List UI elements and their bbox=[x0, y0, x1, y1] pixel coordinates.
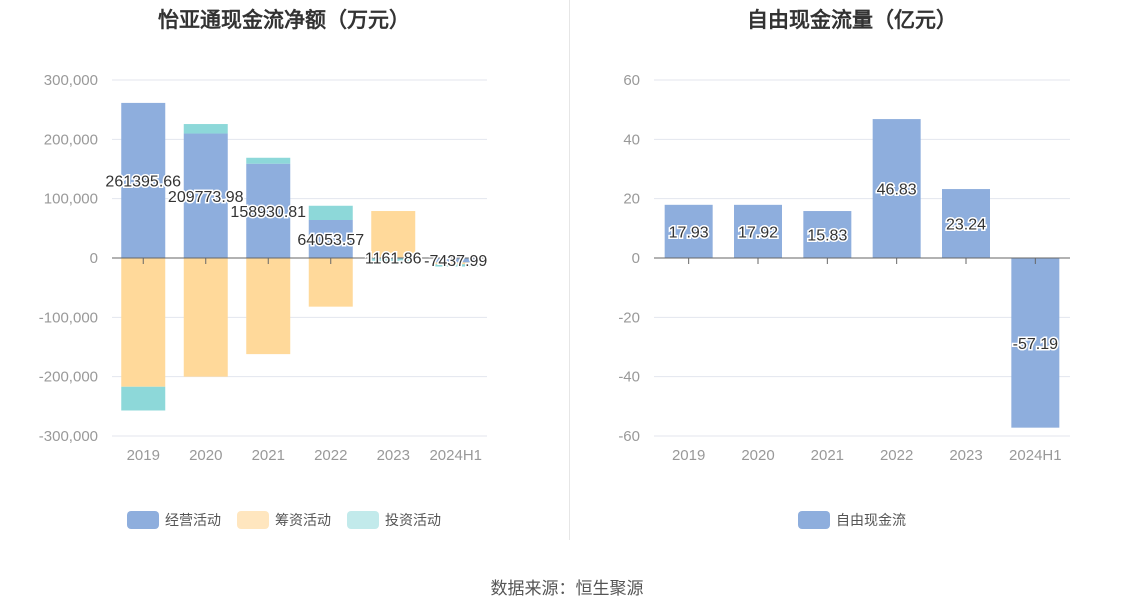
panel-divider bbox=[569, 0, 570, 540]
bar bbox=[246, 157, 291, 164]
y-tick-label: -60 bbox=[618, 428, 640, 445]
legend-item[interactable]: 经营活动 bbox=[127, 510, 221, 530]
chart-title: 自由现金流量（亿元） bbox=[747, 9, 957, 32]
legend-item[interactable]: 投资活动 bbox=[347, 510, 441, 530]
x-tick-label: 2024H1 bbox=[429, 447, 482, 464]
x-tick-label: 2021 bbox=[252, 447, 285, 464]
bar bbox=[183, 258, 228, 377]
y-tick-label: -100,000 bbox=[39, 309, 98, 326]
legend-item[interactable]: 筹资活动 bbox=[237, 510, 331, 530]
y-tick-label: -300,000 bbox=[39, 428, 98, 445]
legend-label: 筹资活动 bbox=[275, 512, 331, 528]
bar bbox=[308, 205, 353, 220]
data-label: 261395.66 bbox=[105, 173, 181, 190]
x-tick-label: 2020 bbox=[741, 447, 774, 464]
data-label: 209773.98 bbox=[168, 189, 244, 206]
chart-legend: 经营活动 筹资活动 投资活动 bbox=[0, 510, 568, 532]
bar bbox=[308, 258, 353, 307]
y-tick-label: 300,000 bbox=[44, 72, 98, 89]
y-tick-label: -40 bbox=[618, 369, 640, 386]
y-tick-label: 20 bbox=[623, 191, 640, 208]
data-label: 23.24 bbox=[946, 217, 986, 234]
bar bbox=[1011, 258, 1060, 428]
y-tick-label: 200,000 bbox=[44, 131, 98, 148]
bar bbox=[246, 258, 291, 355]
bar bbox=[183, 124, 228, 134]
x-tick-label: 2023 bbox=[949, 447, 982, 464]
data-label: -57.19 bbox=[1013, 336, 1058, 353]
x-tick-label: 2022 bbox=[314, 447, 347, 464]
bar bbox=[121, 258, 166, 387]
chart-title: 怡亚通现金流净额（万元） bbox=[158, 9, 410, 32]
legend-swatch bbox=[237, 511, 269, 529]
y-tick-label: 60 bbox=[623, 72, 640, 89]
legend-swatch bbox=[347, 511, 379, 529]
data-label: 158930.81 bbox=[230, 204, 306, 221]
data-label: 1161.86 bbox=[365, 251, 422, 268]
bar bbox=[872, 119, 921, 258]
bar bbox=[308, 219, 353, 258]
bar bbox=[734, 204, 782, 258]
y-tick-label: 0 bbox=[632, 250, 640, 267]
legend-item[interactable]: 自由现金流 bbox=[798, 510, 906, 530]
data-label: 46.83 bbox=[877, 182, 917, 199]
bar bbox=[803, 211, 852, 258]
x-tick-label: 2019 bbox=[127, 447, 160, 464]
y-tick-label: 0 bbox=[90, 250, 98, 267]
x-tick-label: 2022 bbox=[880, 447, 913, 464]
cash-flow-net-chart: 300,000 200,000 100,000 0 -100,000 -200,000 -3… bbox=[39, 72, 489, 464]
legend-swatch bbox=[798, 511, 830, 529]
bar bbox=[121, 386, 166, 411]
bar bbox=[664, 204, 713, 258]
data-label: 64053.57 bbox=[297, 232, 364, 249]
legend-label: 投资活动 bbox=[385, 512, 441, 528]
legend-label: 自由现金流 bbox=[836, 512, 906, 528]
bar bbox=[183, 133, 228, 258]
data-label: 17.93 bbox=[669, 224, 709, 241]
free-cash-flow-chart: 60 40 20 0 -20 -40 -60 2019 2020 2021 2022 2023 2024… bbox=[618, 72, 1070, 464]
x-tick-label: 2024H1 bbox=[1009, 447, 1062, 464]
bar bbox=[371, 211, 416, 258]
free-cash-flow-chart-panel: 自由现金流量（亿元） 60 40 20 0 -20 -40 -60 2019 2020 2021 2… bbox=[570, 0, 1134, 540]
bar bbox=[121, 102, 166, 258]
data-label: 17.92 bbox=[738, 224, 778, 241]
bar bbox=[246, 163, 291, 258]
y-tick-label: 100,000 bbox=[44, 191, 98, 208]
x-tick-label: 2021 bbox=[811, 447, 844, 464]
x-tick-label: 2020 bbox=[189, 447, 222, 464]
data-label: -7437.99 bbox=[424, 253, 487, 270]
cash-flow-net-chart-panel: 怡亚通现金流净额（万元） 300,000 200,000 100,000 0 -100,… bbox=[0, 0, 568, 540]
bar bbox=[942, 189, 990, 258]
bar bbox=[433, 264, 478, 267]
data-label: 15.83 bbox=[807, 228, 847, 245]
x-tick-label: 2019 bbox=[672, 447, 705, 464]
chart-legend: 自由现金流 bbox=[570, 510, 1134, 532]
y-tick-label: -20 bbox=[618, 309, 640, 326]
data-source-note: 数据来源：恒生聚源 bbox=[490, 579, 644, 598]
legend-label: 经营活动 bbox=[165, 512, 221, 528]
y-tick-label: -200,000 bbox=[39, 369, 98, 386]
y-tick-label: 40 bbox=[623, 131, 640, 148]
x-tick-label: 2023 bbox=[377, 447, 410, 464]
legend-swatch bbox=[127, 511, 159, 529]
